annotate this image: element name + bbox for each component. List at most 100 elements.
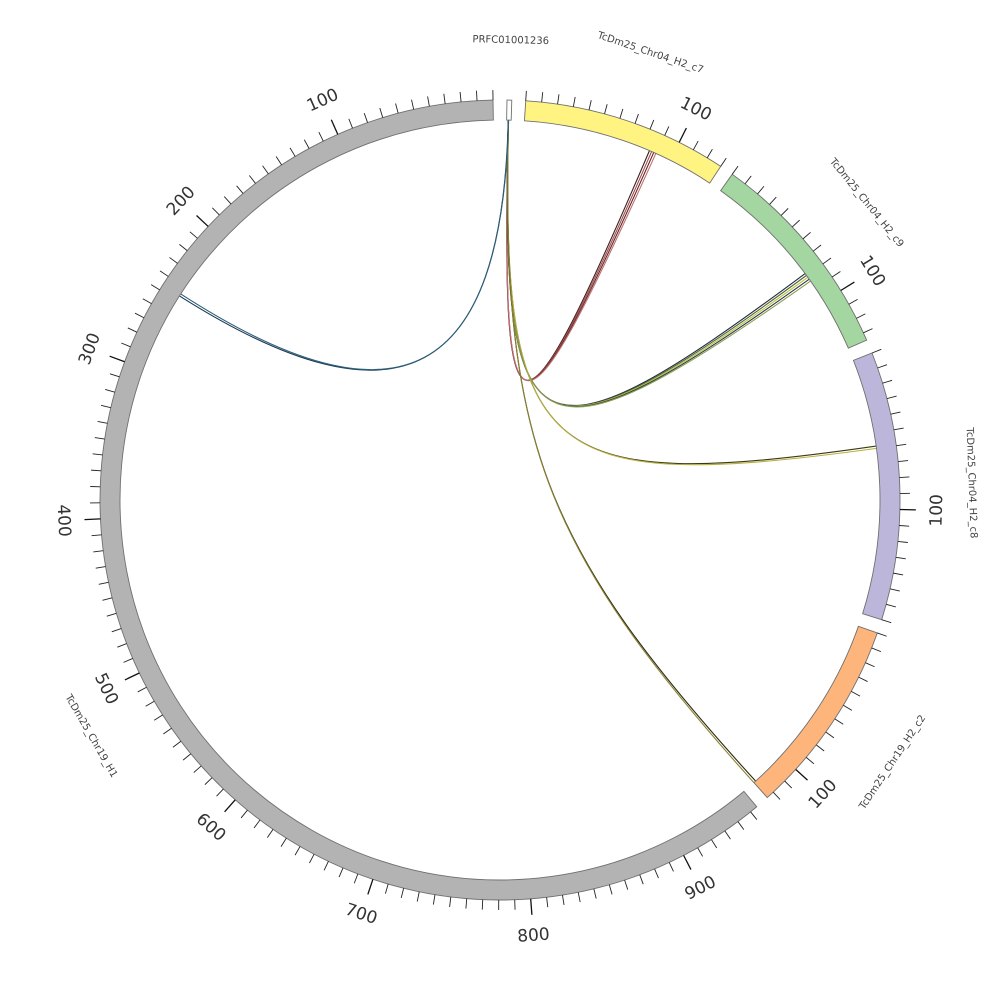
tick-H1-140: [275, 156, 282, 166]
tick-H1-860: [624, 879, 629, 890]
link-c7-1: [506, 120, 653, 381]
tick-c2-0: [877, 632, 887, 637]
tick-c7-100: [678, 127, 687, 143]
tick-c9-20: [757, 185, 765, 195]
tick-c7-10: [541, 92, 544, 103]
tick-H1-930: [724, 830, 731, 840]
tick-c9-120: [856, 313, 866, 319]
tick-label-H1-400: 400: [53, 504, 75, 537]
tick-c8-30: [886, 395, 897, 400]
tick-c2-80: [815, 744, 825, 752]
tick-H1-660: [309, 853, 315, 864]
tick-label-c2-100: 100: [805, 776, 842, 813]
tick-H1-270: [134, 312, 145, 319]
tick-c2-90: [805, 757, 815, 765]
tick-label-c7-100: 100: [677, 93, 715, 125]
tick-H1-650: [294, 846, 301, 856]
tick-H1-740: [432, 894, 436, 905]
tick-H1-170: [236, 185, 244, 194]
tick-c8-50: [893, 427, 904, 431]
link-c9-4: [507, 120, 811, 408]
link-c7-0: [506, 120, 650, 381]
tick-H1-640: [280, 837, 287, 847]
tick-H1-120: [303, 139, 310, 149]
segment-label-c7: TcDm25_Chr04_H2_c7: [595, 30, 705, 76]
tick-H1-410: [91, 534, 102, 537]
segment-label-c9: TcDm25_Chr04_H2_c9: [826, 156, 905, 250]
tick-H1-580: [204, 777, 213, 785]
tick-label-H1-200: 200: [163, 182, 200, 219]
tick-label-H1-900: 900: [682, 872, 720, 905]
link-H1-1: [180, 120, 510, 371]
tick-H1-360: [92, 453, 103, 456]
tick-H1-30: [443, 93, 446, 104]
link-c7-3: [506, 120, 657, 382]
tick-H1-110: [318, 131, 324, 142]
tick-H1-500: [124, 672, 140, 681]
tick-H1-850: [608, 884, 613, 895]
tick-H1-920: [711, 839, 718, 849]
segment-c7: [523, 100, 722, 184]
tick-H1-280: [127, 327, 138, 333]
segments-layer: [99, 99, 901, 901]
tick-c2-10: [871, 647, 882, 653]
tick-H1-290: [121, 342, 131, 348]
tick-H1-870: [639, 874, 644, 885]
tick-H1-840: [593, 888, 597, 899]
tick-c9-60: [802, 232, 811, 240]
tick-c8-60: [896, 443, 907, 447]
tick-H1-600: [224, 799, 236, 813]
tick-H1-520: [145, 700, 155, 707]
tick-label-H1-600: 600: [192, 809, 230, 845]
tick-H1-200: [196, 215, 209, 227]
tick-H1-130: [289, 147, 296, 157]
tick-H1-730: [416, 891, 420, 902]
tick-c8-130: [895, 556, 906, 560]
tick-H1-810: [546, 897, 549, 908]
tick-H1-950: [750, 811, 758, 820]
tick-c2-30: [858, 676, 868, 682]
tick-H1-550: [172, 740, 182, 748]
tick-H1-490: [123, 658, 133, 663]
tick-c2-110: [784, 780, 793, 789]
segment-PRFC01001236: [506, 99, 513, 121]
tick-H1-540: [163, 727, 172, 735]
tick-c2-50: [843, 704, 853, 711]
segment-label-H1: TcDm25_Chr19_H1: [62, 692, 119, 780]
tick-c8-0: [871, 348, 882, 354]
link-c9-3: [506, 120, 810, 408]
tick-c2-70: [825, 731, 835, 739]
tick-H1-350: [94, 437, 105, 440]
tick-H1-160: [249, 175, 256, 184]
tick-c9-0: [731, 165, 739, 175]
tick-H1-940: [737, 821, 745, 830]
tick-c2-20: [865, 662, 875, 668]
tick-H1-570: [193, 765, 202, 773]
tick-H1-90: [348, 118, 353, 129]
tick-c7-30: [572, 96, 576, 107]
tick-label-H1-800: 800: [517, 924, 551, 946]
tick-c8-150: [889, 588, 900, 592]
segment-label-PRFC01001236: PRFC01001236: [472, 34, 549, 47]
tick-c7-80: [649, 119, 655, 130]
tick-c2-120: [772, 791, 781, 800]
tick-c8-160: [886, 603, 896, 608]
tick-c9-40: [780, 208, 789, 216]
tick-c7-0: [525, 90, 527, 101]
tick-label-H1-700: 700: [343, 900, 380, 929]
tick-H1-250: [150, 284, 160, 291]
tick-H1-560: [182, 753, 192, 761]
tick-H1-820: [562, 895, 565, 906]
tick-H1-330: [100, 404, 111, 409]
tick-c9-70: [812, 244, 822, 252]
tick-c8-40: [890, 411, 901, 415]
link-H1-0: [179, 120, 509, 371]
tick-H1-700: [367, 879, 374, 895]
tick-H1-760: [465, 898, 468, 909]
tick-H1-220: [179, 244, 188, 251]
tick-H1-620: [253, 819, 261, 829]
tick-c9-50: [792, 219, 800, 228]
tick-c7-110: [692, 140, 699, 151]
tick-label-c8-100: 100: [926, 494, 947, 527]
